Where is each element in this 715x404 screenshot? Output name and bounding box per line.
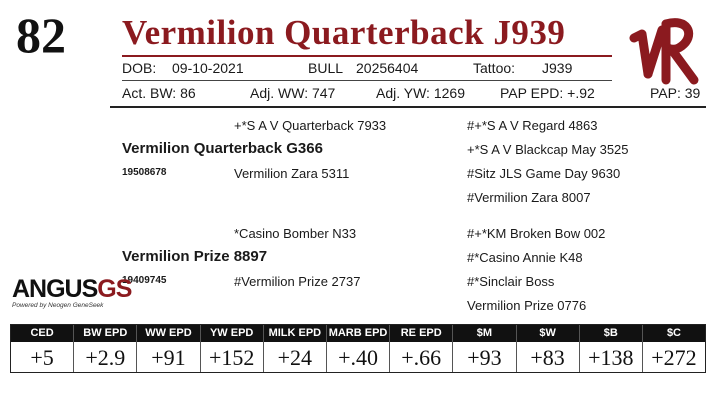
epd-value: +91 xyxy=(151,345,186,370)
epd-cell: MARB EPD +.40 xyxy=(326,325,391,372)
epd-header: CED xyxy=(11,325,74,342)
pap-epd: PAP EPD: +.92 xyxy=(500,85,595,101)
epd-value: +93 xyxy=(467,345,502,370)
epd-cell: YW EPD +152 xyxy=(200,325,264,372)
sire-dam: Vermilion Zara 5311 xyxy=(234,166,350,181)
dam-sire-sire: #+*KM Broken Bow 002 xyxy=(467,226,606,241)
epd-header: MARB EPD xyxy=(326,325,390,342)
angus-tagline: Powered by Neogen GeneSeek xyxy=(12,302,104,309)
epd-cell: $M +93 xyxy=(453,325,517,372)
lot-number: 82 xyxy=(16,7,66,63)
epd-header: RE EPD xyxy=(390,325,453,342)
dam-dam: #Vermilion Prize 2737 xyxy=(234,274,361,289)
epd-value: +138 xyxy=(588,345,634,370)
epd-value: +152 xyxy=(208,345,255,370)
animal-name: Vermilion Quarterback J939 xyxy=(122,13,566,52)
epd-header: $B xyxy=(579,325,642,342)
sire-sire: +*S A V Quarterback 7933 xyxy=(234,118,387,133)
epd-header: WW EPD xyxy=(137,325,200,342)
pap: PAP: 39 xyxy=(650,85,701,101)
sire-registration: 19508678 xyxy=(122,167,167,178)
adjusted-yw: Adj. YW: 1269 xyxy=(376,85,465,101)
registration-number: 20256404 xyxy=(356,60,419,76)
epd-cell: BW EPD +2.9 xyxy=(74,325,138,372)
dam-registration: 19409745 xyxy=(122,275,167,286)
vr-brand-logo xyxy=(629,18,699,85)
epd-header: BW EPD xyxy=(74,325,137,342)
tattoo-label: Tattoo: xyxy=(473,60,516,76)
epd-cell: CED +5 xyxy=(11,325,75,372)
epd-cell: $W +83 xyxy=(516,325,580,372)
epd-cell: WW EPD +91 xyxy=(137,325,201,372)
header-divider xyxy=(122,55,612,57)
tattoo-value: J939 xyxy=(542,60,573,76)
dam-dam-sire: #*Sinclair Boss xyxy=(467,274,555,289)
epd-value: +83 xyxy=(530,345,565,370)
epd-cell: $C +272 xyxy=(642,325,706,372)
info-divider xyxy=(122,80,612,81)
epd-header: $C xyxy=(642,325,706,342)
sire-name: Vermilion Quarterback G366 xyxy=(122,140,323,157)
actual-bw: Act. BW: 86 xyxy=(122,85,196,101)
sire-dam-sire: #Sitz JLS Game Day 9630 xyxy=(467,166,621,181)
epd-header: MILK EPD xyxy=(263,325,326,342)
epd-value: +2.9 xyxy=(85,345,126,370)
epd-header: $W xyxy=(516,325,579,342)
epd-cell: $B +138 xyxy=(579,325,643,372)
epd-value: +24 xyxy=(277,345,313,370)
sex-label: BULL xyxy=(308,60,344,76)
stats-divider xyxy=(110,106,706,108)
epd-value: +5 xyxy=(30,345,54,370)
epd-value: +272 xyxy=(651,345,697,370)
epd-value: +.40 xyxy=(338,345,378,370)
dob-label: DOB: xyxy=(122,60,157,76)
dam-dam-dam: Vermilion Prize 0776 xyxy=(467,298,587,313)
epd-header: YW EPD xyxy=(200,325,263,342)
dam-sire-dam: #*Casino Annie K48 xyxy=(467,250,583,265)
angus-gs: GS xyxy=(97,275,132,303)
dob-value: 09-10-2021 xyxy=(172,60,244,76)
angus-word: ANGUS xyxy=(12,275,98,303)
epd-value: +.66 xyxy=(401,345,442,370)
sire-dam-dam: #Vermilion Zara 8007 xyxy=(467,190,591,205)
epd-header: $M xyxy=(453,325,516,342)
adjusted-ww: Adj. WW: 747 xyxy=(250,85,336,101)
dam-sire: *Casino Bomber N33 xyxy=(234,226,357,241)
angus-gs-logo: ANGUSGS Powered by Neogen GeneSeek xyxy=(12,275,132,316)
epd-table: CED +5 BW EPD +2.9 WW EPD +91 YW EPD +152 MILK E… xyxy=(10,324,706,373)
epd-cell: MILK EPD +24 xyxy=(263,325,327,372)
epd-cell: RE EPD +.66 xyxy=(390,325,454,372)
dam-name: Vermilion Prize 8897 xyxy=(122,248,268,265)
sire-sire-sire: #+*S A V Regard 4863 xyxy=(467,118,598,133)
sire-sire-dam: +*S A V Blackcap May 3525 xyxy=(467,142,629,157)
